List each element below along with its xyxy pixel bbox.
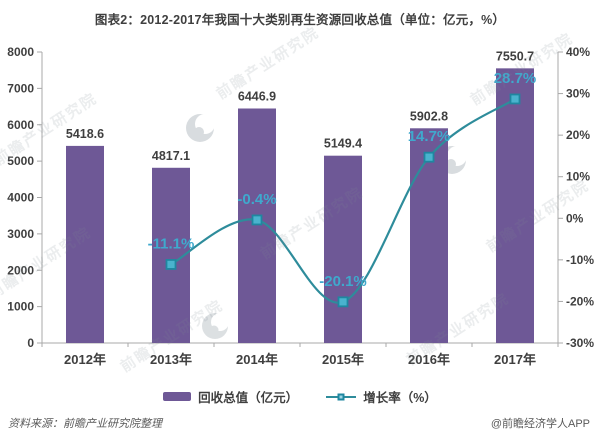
growth-rate-label: 28.7% (494, 70, 537, 87)
growth-rate-label: -11.1% (148, 235, 195, 252)
x-axis-label: 2017年 (494, 352, 536, 367)
legend-item-growth-rate: 增长率（%） (326, 387, 437, 406)
chart-canvas: 0 1000 2000 3000 4000 5000 6000 7000 8000 -30% -20… (7, 45, 594, 367)
chart-title: 图表2：2012-2017年我国十大类别再生资源回收总值（单位：亿元，%） (94, 13, 506, 27)
credit-note: @前瞻经济学人APP (490, 418, 590, 430)
x-axis-label: 2014年 (236, 352, 278, 367)
growth-rate-label: -0.4% (237, 191, 276, 208)
line-marker-2014年 (251, 214, 263, 226)
left-axis-label: 6000 (7, 118, 34, 132)
left-axis-label: 1000 (7, 300, 34, 314)
bar-2015年 (324, 155, 362, 343)
right-axis-label: -30% (566, 336, 594, 350)
legend-label: 回收总值（亿元） (198, 391, 299, 405)
legend-label: 增长率（%） (363, 391, 437, 405)
x-axis-label: 2013年 (150, 352, 192, 367)
bar-value-label: 5149.4 (324, 137, 362, 151)
left-axis-label: 2000 (7, 263, 34, 277)
axis-lines (41, 52, 559, 344)
bar-2017年 (496, 68, 534, 343)
growth-rate-label: 14.7% (408, 128, 451, 145)
bar-series-swatch (163, 392, 192, 401)
line-marker-2017年 (509, 93, 521, 105)
bar-2014年 (238, 108, 276, 343)
right-axis-label: 40% (566, 45, 590, 59)
line-series-swatch (326, 393, 357, 400)
right-axis-label: 10% (566, 170, 590, 184)
source-note: 资料来源：前瞻产业研究院整理 (8, 418, 162, 430)
bar-value-label: 6446.9 (238, 89, 276, 103)
right-axis-label: -20% (566, 294, 594, 308)
bar-value-label: 4817.1 (152, 149, 190, 163)
line-marker-icon (337, 393, 345, 400)
right-axis-label: 0% (566, 211, 584, 225)
x-axis-label: 2012年 (64, 352, 106, 367)
line-marker-2015年 (337, 296, 349, 308)
right-axis-label: -10% (566, 253, 594, 267)
left-axis-label: 5000 (7, 154, 34, 168)
line-marker-2013年 (165, 259, 177, 270)
left-axis-label: 8000 (7, 45, 34, 59)
bar-value-label: 5418.6 (66, 127, 104, 141)
right-axis-label: 20% (566, 128, 590, 142)
left-axis-label: 3000 (7, 227, 34, 241)
left-axis-label: 4000 (7, 191, 34, 205)
growth-rate-label: -20.1% (319, 273, 367, 290)
legend-item-total-value: 回收总值（亿元） (163, 387, 298, 406)
right-axis-label: 30% (566, 87, 590, 101)
x-axis-label: 2016年 (408, 352, 450, 367)
bar-2012年 (66, 145, 104, 343)
left-axis-label: 0 (27, 336, 34, 350)
bar-value-label: 7550.7 (496, 49, 534, 63)
bar-value-label: 5902.8 (410, 109, 448, 123)
line-marker-2016年 (423, 151, 435, 163)
x-axis-label: 2015年 (322, 352, 364, 367)
left-axis-label: 7000 (7, 81, 34, 95)
bar-2016年 (410, 128, 448, 343)
legend: 回收总值（亿元） 增长率（%） (0, 387, 600, 406)
